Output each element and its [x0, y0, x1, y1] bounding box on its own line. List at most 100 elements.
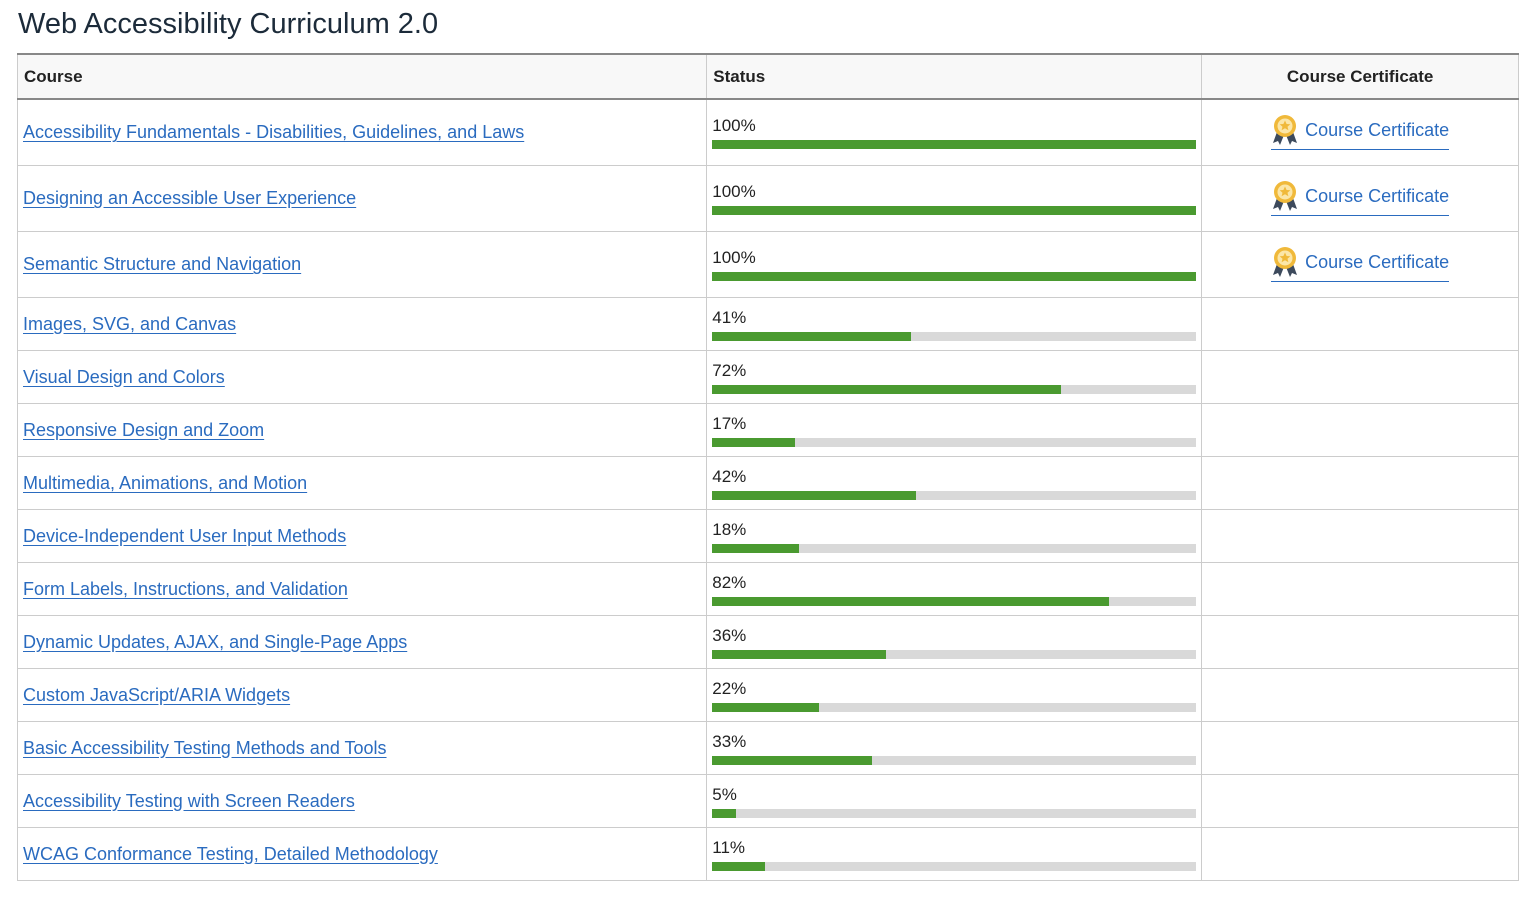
course-link[interactable]: Semantic Structure and Navigation: [23, 254, 302, 274]
status-cell: 72%: [706, 350, 1203, 404]
table-row: Designing an Accessible User Experience 1…: [16, 165, 1519, 232]
status-label: 82%: [712, 572, 747, 592]
course-cell: WCAG Conformance Testing, Detailed Metho…: [16, 827, 708, 881]
course-link[interactable]: Form Labels, Instructions, and Validatio…: [23, 578, 348, 599]
course-cell: Multimedia, Animations, and Motion: [16, 456, 708, 510]
course-cell: Custom JavaScript/ARIA Widgets: [16, 668, 708, 722]
progress-track: [712, 861, 1197, 871]
table-row: Accessibility Testing with Screen Reader…: [16, 774, 1519, 828]
status-label: 100%: [712, 116, 756, 135]
column-header: Status: [706, 54, 1203, 100]
course-cell: Accessibility Fundamentals - Disabilitie…: [16, 98, 708, 166]
certificate-text: Course Certificate: [1305, 185, 1450, 206]
status-label: 17%: [712, 413, 747, 433]
progress-fill: [712, 140, 1197, 149]
table-row: Dynamic Updates, AJAX, and Single-Page A…: [16, 615, 1519, 669]
table-row: Custom JavaScript/ARIA Widgets 22%: [16, 668, 1519, 722]
progress-track: [712, 808, 1197, 818]
certificate-link[interactable]: Course Certificate: [1271, 246, 1450, 282]
course-cell: Images, SVG, and Canvas: [16, 297, 708, 351]
status-cell: 33%: [706, 721, 1203, 775]
progress-fill: [712, 596, 1110, 606]
status-cell: 22%: [706, 668, 1203, 722]
course-link[interactable]: Responsive Design and Zoom: [23, 419, 265, 440]
certificate-cell: [1201, 562, 1519, 616]
course-cell: Form Labels, Instructions, and Validatio…: [16, 562, 708, 616]
status-label: 100%: [712, 248, 756, 267]
status-cell: 18%: [706, 509, 1203, 563]
progress-fill: [712, 384, 1061, 394]
status-label: 5%: [712, 784, 737, 804]
progress-track: [712, 140, 1197, 149]
course-link[interactable]: Accessibility Fundamentals - Disabilitie…: [23, 122, 525, 142]
progress-track: [712, 206, 1197, 215]
status-cell: 41%: [706, 297, 1203, 351]
table-row: Accessibility Fundamentals - Disabilitie…: [16, 98, 1519, 166]
status-cell: 36%: [706, 615, 1203, 669]
header-row: Course Status Course Certificate: [16, 54, 1519, 100]
certificate-text: Course Certificate: [1305, 251, 1450, 272]
progress-track: [712, 543, 1197, 553]
table-row: Form Labels, Instructions, and Validatio…: [16, 562, 1519, 616]
course-link[interactable]: Custom JavaScript/ARIA Widgets: [23, 684, 291, 705]
certificate-link[interactable]: Course Certificate: [1271, 114, 1450, 150]
status-cell: 5%: [706, 774, 1203, 828]
certificate-cell: Course Certificate: [1201, 231, 1519, 298]
table-row: Visual Design and Colors 72%: [16, 350, 1519, 404]
course-link[interactable]: Visual Design and Colors: [23, 366, 225, 387]
status-cell: 100%: [706, 98, 1203, 166]
course-link[interactable]: Accessibility Testing with Screen Reader…: [23, 790, 355, 811]
progress-fill: [712, 272, 1197, 281]
progress-fill: [712, 755, 872, 765]
progress-track: [712, 272, 1197, 281]
progress-track: [712, 596, 1197, 606]
table-row: Basic Accessibility Testing Methods and …: [16, 721, 1519, 775]
certificate-cell: [1201, 615, 1519, 669]
column-header: Course: [16, 54, 708, 100]
status-label: 22%: [712, 678, 747, 698]
course-link[interactable]: Designing an Accessible User Experience: [23, 188, 357, 208]
certificate-cell: [1201, 509, 1519, 563]
status-label: 100%: [712, 182, 756, 201]
progress-fill: [712, 490, 916, 500]
course-cell: Accessibility Testing with Screen Reader…: [16, 774, 708, 828]
course-cell: Basic Accessibility Testing Methods and …: [16, 721, 708, 775]
progress-fill: [712, 437, 795, 447]
course-cell: Device-Independent User Input Methods: [16, 509, 708, 563]
status-label: 41%: [712, 307, 747, 327]
certificate-cell: [1201, 668, 1519, 722]
certificate-cell: [1201, 774, 1519, 828]
status-cell: 17%: [706, 403, 1203, 457]
certificate-icon: [1273, 181, 1298, 211]
certificate-cell: [1201, 721, 1519, 775]
status-cell: 100%: [706, 231, 1203, 298]
progress-track: [712, 649, 1197, 659]
table-row: Multimedia, Animations, and Motion 42%: [16, 456, 1519, 510]
status-label: 18%: [712, 519, 747, 539]
progress-track: [712, 755, 1197, 765]
course-link[interactable]: WCAG Conformance Testing, Detailed Metho…: [23, 843, 438, 864]
status-cell: 82%: [706, 562, 1203, 616]
progress-fill: [712, 808, 737, 818]
certificate-link[interactable]: Course Certificate: [1271, 180, 1450, 216]
progress-fill: [712, 206, 1197, 215]
progress-fill: [712, 861, 766, 871]
progress-track: [712, 331, 1197, 341]
table-row: Responsive Design and Zoom 17%: [16, 403, 1519, 457]
course-link[interactable]: Dynamic Updates, AJAX, and Single-Page A…: [23, 631, 408, 652]
course-link[interactable]: Device-Independent User Input Methods: [23, 525, 347, 546]
status-cell: 100%: [706, 165, 1203, 232]
table-row: Semantic Structure and Navigation 100% Cou…: [16, 231, 1519, 298]
course-link[interactable]: Multimedia, Animations, and Motion: [23, 472, 308, 493]
certificate-cell: [1201, 350, 1519, 404]
certificate-icon: [1273, 115, 1298, 145]
certificate-cell: [1201, 456, 1519, 510]
status-label: 11%: [712, 837, 746, 857]
course-table: Course Status Course Certificate Accessi…: [16, 53, 1519, 881]
course-cell: Responsive Design and Zoom: [16, 403, 708, 457]
progress-track: [712, 384, 1197, 394]
course-link[interactable]: Images, SVG, and Canvas: [23, 313, 237, 334]
course-link[interactable]: Basic Accessibility Testing Methods and …: [23, 737, 387, 758]
progress-track: [712, 702, 1197, 712]
